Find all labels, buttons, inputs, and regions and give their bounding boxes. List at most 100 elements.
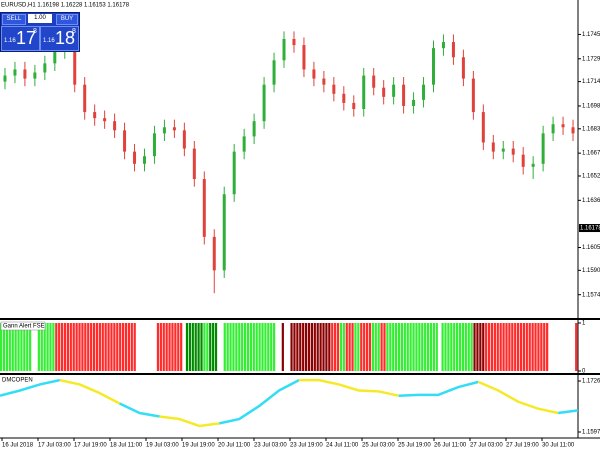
x-tick-label: 18 Jul 11:00 xyxy=(110,443,143,449)
indicator-bar xyxy=(435,323,438,371)
indicator-bar xyxy=(395,323,398,371)
price-big: 18 xyxy=(55,28,76,48)
indicator-bar xyxy=(566,323,569,371)
indicator-bar xyxy=(52,323,55,371)
x-tick-label: 19 Jul 19:00 xyxy=(182,443,215,449)
indicator-bar xyxy=(569,323,572,371)
sell-price[interactable]: 1.16 17 8 xyxy=(1,26,40,51)
indicator-bar xyxy=(331,323,334,371)
indicator-bar xyxy=(557,323,560,371)
indicator-bar xyxy=(514,323,517,371)
indicator-bar xyxy=(121,323,125,371)
indicator-bar xyxy=(273,323,276,371)
candle-body xyxy=(212,236,216,271)
indicator-bar xyxy=(0,323,3,371)
indicator-bar xyxy=(397,323,401,371)
x-tick-label: 17 Jul 03:00 xyxy=(38,443,71,449)
indicator-bar xyxy=(357,323,360,371)
candle-body xyxy=(83,84,87,113)
indicator-bar xyxy=(560,323,563,371)
buy-button[interactable]: BUY xyxy=(56,14,78,25)
indicator-bar xyxy=(380,323,383,371)
indicator-title-box xyxy=(0,321,46,331)
indicator-bar xyxy=(223,323,226,371)
indicator-bar xyxy=(174,323,177,371)
indicator-bar xyxy=(519,323,523,371)
candle-body xyxy=(222,194,226,271)
indicator-bar xyxy=(43,323,46,371)
indicator-bar xyxy=(84,323,87,371)
indicator-bar xyxy=(206,323,209,371)
indicator-bar xyxy=(31,323,35,371)
lot-input[interactable]: 1.00 xyxy=(28,14,52,23)
indicator-bar xyxy=(226,323,229,371)
candle-body xyxy=(471,78,475,113)
candle-body xyxy=(481,112,485,143)
indicator-title: Gann Alert FSE xyxy=(3,324,45,330)
indicator-bar xyxy=(467,323,470,371)
indicator-bar xyxy=(145,323,148,371)
candle-body xyxy=(451,42,455,58)
indicator-bar xyxy=(290,323,293,371)
indicator-bar xyxy=(490,323,494,371)
indicator-bar xyxy=(418,323,421,371)
indicator-bar xyxy=(537,323,540,371)
indicator-bar xyxy=(177,323,180,371)
indicator-bar xyxy=(212,323,215,371)
indicator-bar xyxy=(412,323,415,371)
sell-button[interactable]: SELL xyxy=(2,14,26,25)
x-tick-label: 26 Jul 11:00 xyxy=(434,443,467,449)
indicator-bar xyxy=(575,323,578,371)
indicator-bar xyxy=(328,323,331,371)
candle-body xyxy=(13,69,17,76)
candle-body xyxy=(382,87,386,97)
candle-body xyxy=(541,133,545,164)
indicator-bar xyxy=(113,323,116,371)
indicator-bar xyxy=(95,323,99,371)
indicator-bar xyxy=(281,323,284,371)
indicator-bar xyxy=(92,323,96,371)
indicator-bar xyxy=(188,323,191,371)
indicator-bar xyxy=(194,323,197,371)
candle-body xyxy=(561,124,565,128)
indicator-bar xyxy=(438,323,441,371)
indicator-bar xyxy=(403,323,406,371)
indicator-bar xyxy=(72,323,75,371)
indicator-bar xyxy=(75,323,78,371)
indicator-bar xyxy=(69,323,72,371)
indicator-bar xyxy=(313,323,316,371)
indicator-bar xyxy=(107,323,110,371)
indicator-bar xyxy=(441,323,444,371)
candle-body xyxy=(531,163,535,167)
indicator-bar xyxy=(200,323,203,371)
indicator-bar xyxy=(29,323,32,371)
indicator-bar xyxy=(429,323,433,371)
indicator-bar xyxy=(525,323,528,371)
candle-body xyxy=(123,130,127,152)
indicator-bar xyxy=(458,323,462,371)
indicator-bar xyxy=(528,323,531,371)
indicator-bar xyxy=(127,323,131,371)
candle-body xyxy=(262,84,266,122)
indicator-bar xyxy=(307,323,311,371)
indicator-bar xyxy=(563,323,566,371)
indicator-bar xyxy=(453,323,456,371)
indicator-bar xyxy=(63,323,67,371)
indicator-bar xyxy=(421,323,424,371)
indicator-bar xyxy=(133,323,136,371)
indicator-bar xyxy=(377,323,380,371)
indicator-bar xyxy=(363,323,366,371)
indicator-bar xyxy=(304,323,308,371)
x-tick-label: 16 Jul 2018 xyxy=(2,443,34,449)
indicator-bar xyxy=(81,323,84,371)
buy-price[interactable]: 1.16 18 8 xyxy=(40,26,79,51)
indicator-bar xyxy=(426,323,430,371)
candle-body xyxy=(312,69,316,79)
indicator-bar xyxy=(496,323,499,371)
candle-body xyxy=(441,42,445,49)
indicator-line xyxy=(59,378,559,428)
indicator-bar xyxy=(229,323,232,371)
candle-body xyxy=(372,75,376,88)
indicator-bar xyxy=(406,323,409,371)
candle-body xyxy=(461,57,465,79)
